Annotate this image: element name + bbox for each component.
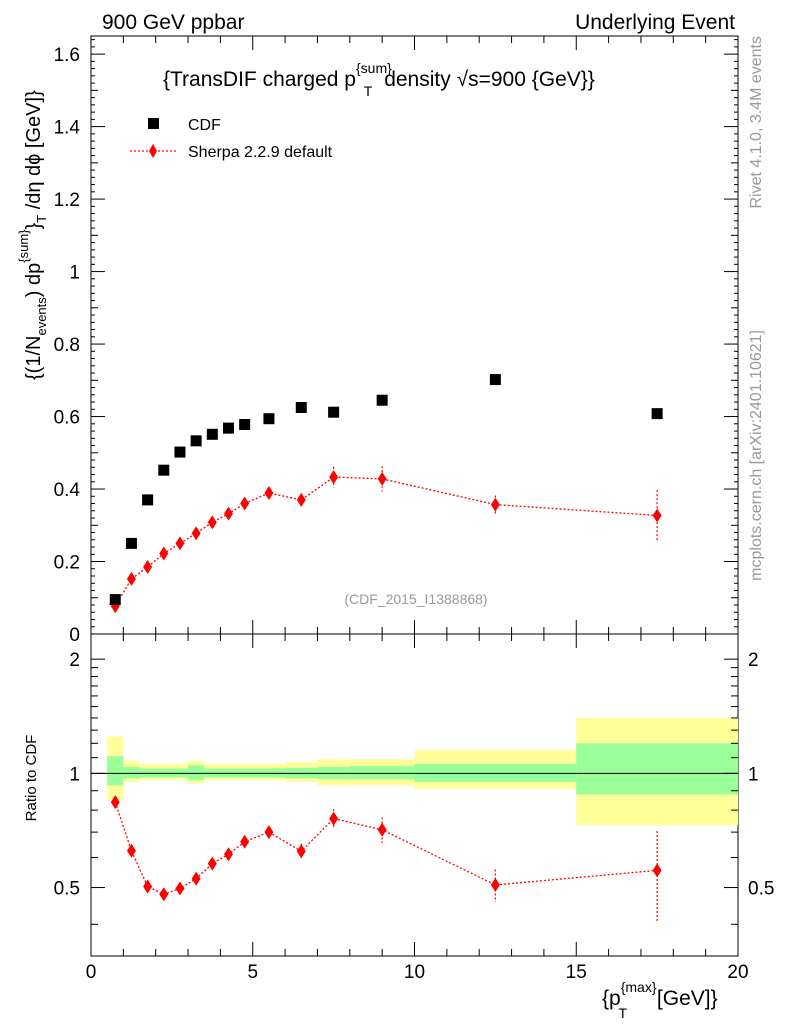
cdf-point	[109, 594, 121, 606]
ratio-point	[329, 811, 339, 826]
ratio-point	[223, 847, 233, 862]
sherpa-point	[143, 559, 153, 574]
ratio-band-green	[123, 766, 140, 779]
header-left: 900 GeV ppbar	[102, 11, 244, 34]
ytick-label-ratio-right: 1	[748, 764, 759, 785]
sherpa-point	[175, 536, 185, 551]
legend-label-cdf: CDF	[188, 117, 221, 134]
sherpa-point	[159, 546, 169, 561]
cdf-point	[174, 446, 186, 458]
legend: CDF Sherpa 2.2.9 default	[130, 117, 333, 161]
sherpa-point	[191, 526, 201, 541]
analysis-watermark: (CDF_2015_I1388868)	[344, 591, 487, 607]
sherpa-point	[264, 486, 274, 501]
cdf-point	[376, 394, 388, 406]
ratio-point	[191, 871, 201, 886]
xtick-label: 20	[727, 962, 748, 983]
y-axis-label-ratio: Ratio to CDF	[23, 735, 40, 822]
cdf-point	[142, 494, 154, 506]
chart-title: {TransDIF charged p{sum} T density √s=900…	[163, 60, 595, 99]
ratio-point	[377, 822, 387, 837]
ratio-band-green	[349, 766, 415, 780]
sherpa-point	[240, 496, 250, 511]
ratio-point	[490, 877, 500, 892]
cdf-point	[125, 537, 137, 549]
ratio-band-green	[107, 756, 124, 786]
cdf-point	[190, 435, 202, 447]
ratio-band-green	[188, 765, 205, 781]
sherpa-point	[296, 492, 306, 507]
cdf-point	[263, 413, 275, 425]
axis-ticks	[90, 36, 739, 956]
ytick-label-main: 0.4	[54, 480, 81, 501]
ratio-uncertainty-bands	[107, 717, 738, 826]
ratio-point	[110, 795, 120, 810]
cdf-point	[295, 401, 307, 413]
cdf-point	[239, 419, 251, 431]
ytick-label-main: 0.6	[54, 408, 80, 429]
header-right: Underlying Event	[575, 11, 735, 34]
mcplots-label: mcplots.cern.ch [arXiv:2401.10621]	[748, 330, 765, 581]
ytick-label-ratio-left: 2	[69, 650, 80, 671]
ratio-point	[126, 843, 136, 858]
ratio-data-layer	[110, 795, 662, 923]
ytick-label-main: 1	[69, 263, 80, 284]
ratio-point	[207, 856, 217, 871]
sherpa-point	[223, 506, 233, 521]
ratio-point	[143, 879, 153, 894]
ytick-label-main: 0.8	[54, 335, 80, 356]
rivet-label: Rivet 4.1.0, 3.4M events	[748, 36, 765, 209]
sherpa-point	[490, 497, 500, 512]
ytick-label-main: 1.4	[54, 118, 81, 139]
xtick-label: 15	[566, 962, 587, 983]
legend-label-sherpa: Sherpa 2.2.9 default	[188, 144, 333, 161]
legend-marker-cdf	[148, 118, 159, 129]
ratio-band-green	[576, 743, 738, 795]
ratio-band-green	[414, 763, 577, 782]
sherpa-series-line	[114, 476, 658, 607]
ytick-label-main: 1.2	[54, 190, 80, 211]
y-axis-label-main: {(1/Nevents) dp{sum}}T /dη dϕ [GeV]}	[16, 90, 49, 380]
ratio-point	[296, 844, 306, 859]
ratio-point	[240, 834, 250, 849]
cdf-point	[489, 374, 501, 386]
sherpa-point	[377, 471, 387, 486]
xtick-label: 5	[247, 962, 258, 983]
sherpa-point	[126, 571, 136, 586]
axis-tick-labels: 0.2 0.4 0.6 0.8 1 1.2 1.4 1.6 0 0.5 1 2 …	[54, 45, 775, 983]
legend-marker-sherpa	[149, 144, 157, 158]
ratio-point	[652, 863, 662, 878]
cdf-point	[328, 406, 340, 418]
sherpa-point	[652, 508, 662, 523]
cdf-point	[651, 408, 663, 420]
ytick-label-ratio-right: 2	[748, 650, 759, 671]
cdf-point	[206, 428, 218, 440]
main-data-layer	[109, 374, 663, 614]
ratio-point	[175, 881, 185, 896]
sherpa-point	[329, 470, 339, 485]
x-axis-label: {p{max} T [GeV]}	[602, 979, 718, 1021]
ytick-label-main: 1.6	[54, 45, 80, 66]
cdf-point	[158, 464, 170, 476]
ytick-label-ratio-right: 0.5	[748, 879, 774, 900]
ytick-label-zero: 0	[69, 625, 80, 646]
xtick-label: 10	[404, 962, 425, 983]
xtick-label: 0	[86, 962, 97, 983]
cdf-point	[222, 422, 234, 434]
ytick-label-main: 0.2	[54, 553, 80, 574]
sherpa-point	[207, 515, 217, 530]
ratio-point	[159, 887, 169, 902]
ytick-label-ratio-left: 1	[69, 764, 80, 785]
ratio-point	[264, 825, 274, 840]
ytick-label-ratio-left: 0.5	[54, 879, 80, 900]
